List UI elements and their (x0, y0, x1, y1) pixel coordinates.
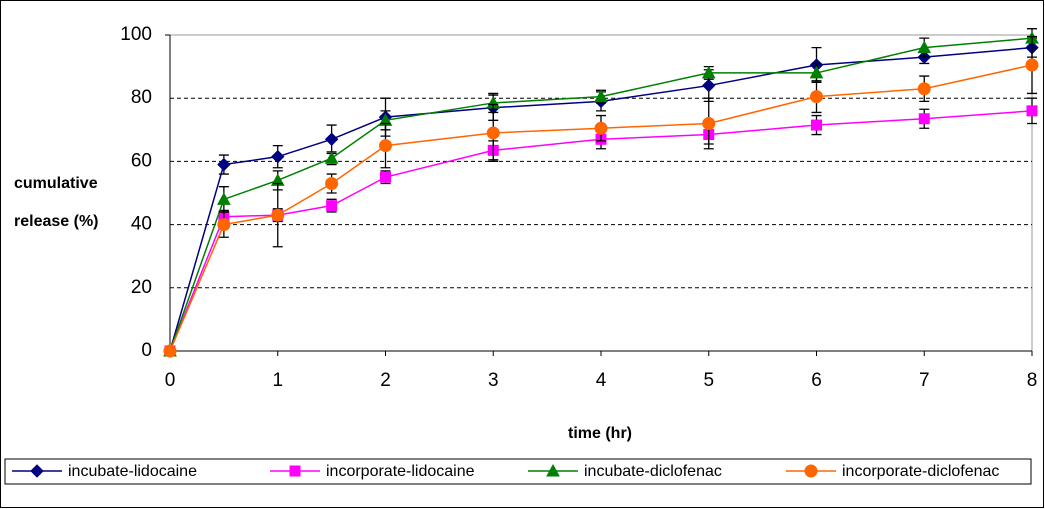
marker (163, 344, 177, 358)
marker (486, 126, 500, 140)
legend-marker (289, 465, 301, 477)
y-axis-label: cumulative release (%) (14, 175, 99, 230)
marker (1026, 105, 1038, 117)
plot-area (169, 34, 1033, 352)
marker (917, 82, 931, 96)
marker (917, 40, 932, 54)
marker (918, 113, 930, 125)
marker (324, 151, 339, 164)
x-axis-label: time (hr) (568, 425, 632, 442)
legend-label: incorporate-diclofenac (842, 463, 999, 480)
x-tick-label: 5 (703, 370, 714, 391)
x-tick-label: 4 (596, 370, 607, 391)
marker (594, 121, 608, 135)
marker (217, 218, 231, 232)
marker (326, 200, 338, 212)
x-tick-label: 1 (272, 370, 283, 391)
marker (324, 132, 339, 146)
marker (217, 192, 231, 205)
y-tick-label: 100 (120, 24, 152, 45)
legend-marker (804, 464, 818, 478)
marker (1025, 58, 1039, 72)
marker (701, 65, 716, 79)
x-tick-label: 6 (811, 370, 822, 391)
marker (217, 157, 231, 172)
marker (271, 208, 285, 222)
legend-label: incubate-diclofenac (584, 463, 722, 480)
y-tick-label: 0 (141, 340, 152, 361)
y-tick-label: 60 (131, 150, 152, 171)
y-tick-label: 40 (131, 214, 152, 235)
legend-box (4, 458, 1032, 485)
legend-label: incubate-lidocaine (68, 463, 197, 480)
marker (810, 90, 823, 104)
marker (594, 89, 608, 103)
marker (809, 65, 824, 79)
legend-marker (546, 463, 560, 477)
x-tick-label: 3 (488, 370, 499, 391)
marker (702, 78, 716, 93)
marker (325, 177, 339, 191)
marker (702, 116, 716, 130)
y-tick-label: 20 (131, 277, 152, 298)
legend-marker (30, 464, 44, 478)
legend-label: incorporate-lidocaine (326, 463, 475, 480)
marker (380, 171, 391, 183)
x-tick-label: 2 (380, 370, 391, 391)
x-tick-label: 7 (919, 370, 930, 391)
marker (271, 149, 285, 164)
x-tick-label: 8 (1027, 370, 1038, 391)
x-tick-label: 0 (165, 370, 176, 391)
y-tick-label: 80 (131, 87, 152, 108)
marker (379, 139, 392, 153)
marker (811, 119, 822, 131)
